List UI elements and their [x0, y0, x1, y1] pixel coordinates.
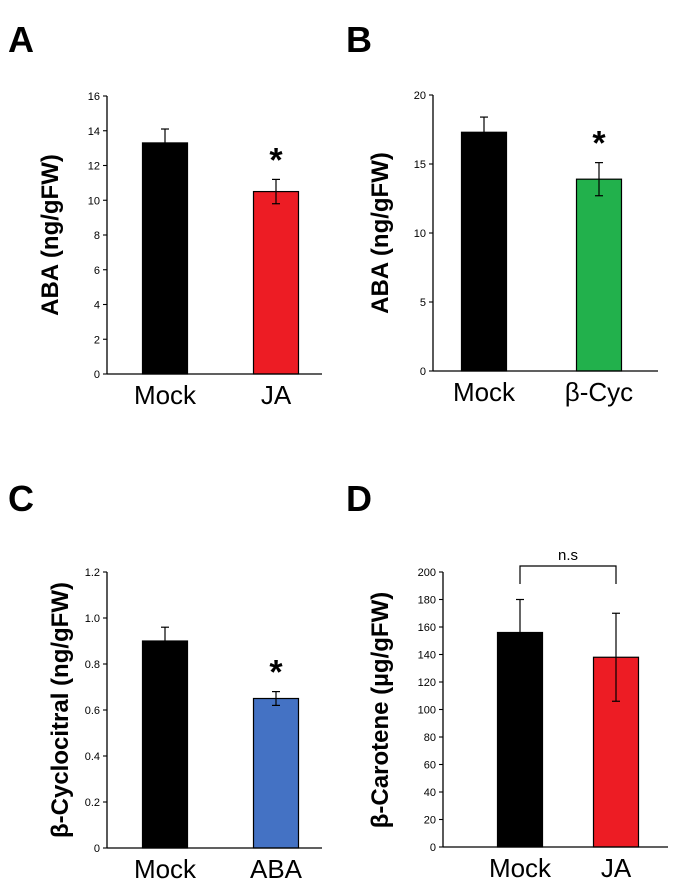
- y-tick-label: 180: [418, 595, 436, 607]
- bar--cyc: [575, 178, 623, 372]
- significance-star: *: [592, 125, 606, 163]
- category-label: Mock: [134, 380, 197, 410]
- y-tick-label: 2: [94, 334, 100, 346]
- bar-mock: [496, 631, 544, 848]
- bar-mock: [141, 142, 189, 375]
- y-tick-label: 0.4: [85, 751, 100, 763]
- panel-a: A ABA (ng/gFW) Mock JA 0 2 4 6 8 10 12 14 16 *: [8, 19, 322, 410]
- category-label: ABA: [250, 854, 303, 884]
- y-tick-label: 20: [414, 90, 426, 102]
- y-tick-label: 160: [418, 622, 436, 634]
- y-tick-label: 1.2: [85, 567, 100, 579]
- y-tick-label: 16: [88, 91, 100, 103]
- panel-d: Dβ-Carotene (µg/gFW) Mock JA 0 20 40 60 80 100 12…: [346, 478, 668, 883]
- category-label: Mock: [134, 854, 197, 884]
- y-tick-label: 4: [94, 300, 100, 312]
- category-label: Mock: [489, 853, 552, 883]
- ns-bracket: [519, 565, 617, 584]
- y-axis-title: ABA (ng/gFW): [367, 152, 394, 314]
- panel-b: B ABA (ng/gFW) Mock β-Cyc 0 5 10 15 20 *: [346, 19, 658, 407]
- y-tick-label: 5: [420, 297, 426, 309]
- category-label: β-Cyc: [565, 377, 633, 407]
- panel-c: Cβ-Cyclocitral (ng/gFW) Mock ABA 0 0.2 0.4 0.6…: [8, 478, 322, 884]
- category-label: JA: [261, 380, 292, 410]
- y-tick-label: 15: [414, 159, 426, 171]
- y-tick-label: 0: [94, 843, 100, 855]
- y-tick-label: 40: [424, 787, 436, 799]
- y-tick-label: 10: [414, 228, 426, 240]
- bar-ja: [252, 190, 300, 375]
- y-tick-label: 6: [94, 265, 100, 277]
- y-tick-label: 200: [418, 567, 436, 579]
- y-axis-title: β-Cyclocitral (ng/gFW): [47, 582, 74, 838]
- y-tick-label: 8: [94, 230, 100, 242]
- y-tick-label: 20: [424, 815, 436, 827]
- ns-label: n.s: [558, 547, 578, 564]
- y-tick-label: 80: [424, 732, 436, 744]
- y-tick-label: 60: [424, 760, 436, 772]
- y-tick-label: 0: [94, 369, 100, 381]
- significance-star: *: [269, 654, 283, 692]
- y-tick-label: 140: [418, 650, 436, 662]
- y-tick-label: 0.6: [85, 705, 100, 717]
- panel-letter: A: [8, 19, 34, 60]
- y-tick-label: 0.2: [85, 797, 100, 809]
- category-label: JA: [601, 853, 632, 883]
- y-tick-label: 14: [88, 126, 100, 138]
- panel-letter: D: [346, 478, 372, 519]
- significance-star: *: [269, 141, 283, 179]
- y-tick-label: 0: [430, 842, 436, 854]
- y-axis-title: β-Carotene (µg/gFW): [367, 592, 394, 828]
- bar-aba: [252, 697, 300, 849]
- y-tick-label: 0: [420, 366, 426, 378]
- y-tick-label: 0.8: [85, 659, 100, 671]
- y-tick-label: 100: [418, 705, 436, 717]
- y-tick-label: 10: [88, 195, 100, 207]
- category-label: Mock: [453, 377, 516, 407]
- bar-mock: [460, 131, 508, 372]
- panel-letter: C: [8, 478, 34, 519]
- y-tick-label: 1.0: [85, 613, 100, 625]
- panel-letter: B: [346, 19, 372, 60]
- y-axis-title: ABA (ng/gFW): [37, 154, 64, 316]
- y-tick-label: 12: [88, 161, 100, 173]
- y-tick-label: 120: [418, 677, 436, 689]
- bar-mock: [141, 640, 189, 849]
